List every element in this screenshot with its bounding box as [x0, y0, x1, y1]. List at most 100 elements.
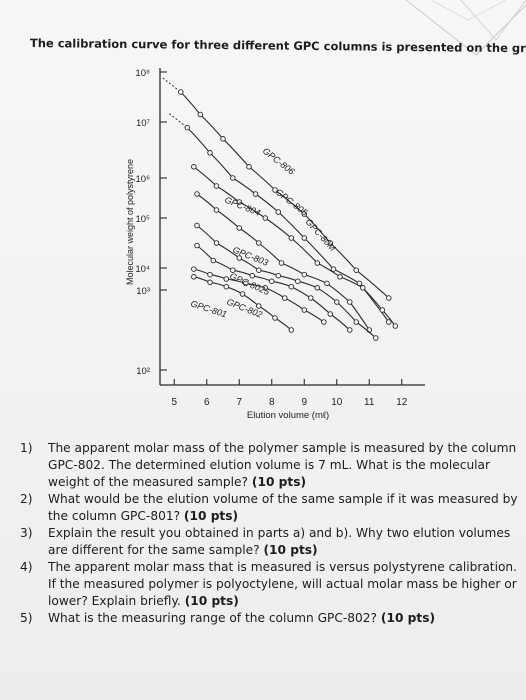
x-axis-title: Elution volume (mℓ)	[247, 410, 329, 421]
data-point	[308, 295, 314, 301]
x-tick-label: 5	[171, 397, 177, 408]
series-gpc-801	[191, 274, 295, 333]
chart-labels: GPC-806GPC-805GPC-80MGPC-804GPC-803GPC-8…	[189, 146, 338, 320]
data-point	[324, 280, 330, 287]
question-item: 1) The apparent molar mass of the polymer…	[20, 440, 520, 491]
data-point	[252, 191, 259, 197]
question-item: 5) What is the measuring range of the col…	[20, 610, 520, 627]
series-gpc-8025	[194, 242, 353, 333]
data-point	[334, 299, 340, 305]
chart-series	[162, 77, 399, 341]
question-item: 2) What would be the elution volume of th…	[20, 491, 520, 525]
question-text: Explain the result you obtained in parts…	[48, 526, 511, 557]
series-gpc-802	[191, 266, 327, 325]
data-point	[301, 211, 308, 217]
x-tick-label: 7	[236, 397, 242, 408]
data-point	[256, 303, 262, 309]
data-point	[197, 111, 204, 118]
data-point	[207, 279, 213, 286]
y-tick-label: 10⁴	[135, 264, 150, 275]
question-item: 3) Explain the result you obtained in par…	[20, 525, 520, 559]
question-number: 5)	[20, 611, 33, 625]
data-point	[272, 187, 278, 193]
data-point	[213, 207, 220, 213]
data-point	[278, 260, 285, 266]
calibration-chart: 10² 10³ 10⁴ 10⁵ 10⁶ 10⁷ 10⁸ 5 6 7 8 9 10 11 12 Elution …	[125, 68, 425, 421]
data-point	[301, 307, 308, 313]
series-label: GPC-801	[189, 298, 228, 319]
question-text: The apparent molar mass of the polymer s…	[48, 441, 517, 489]
series-label: GPC-806	[261, 146, 297, 177]
data-point	[262, 285, 269, 291]
x-tick-label: 6	[204, 397, 210, 408]
question-points: (10 pts)	[380, 611, 436, 625]
question-text: The apparent molar mass that is measured…	[48, 560, 518, 608]
data-point	[337, 274, 343, 280]
data-point	[191, 274, 197, 280]
y-tick-label: 10⁶	[136, 174, 151, 185]
data-point	[243, 280, 249, 287]
data-point	[256, 240, 262, 246]
data-point	[194, 222, 200, 229]
data-point	[379, 307, 386, 313]
question-points: (10 pts)	[183, 509, 239, 523]
y-tick-label: 10²	[136, 366, 150, 377]
data-point	[272, 315, 278, 321]
data-point	[236, 199, 243, 205]
question-text: What would be the elution volume of the …	[48, 492, 518, 523]
data-point	[360, 285, 366, 291]
y-tick-label: 10⁵	[135, 214, 150, 225]
y-tick-label: 10⁷	[136, 118, 151, 129]
series-line	[193, 166, 396, 327]
data-point	[223, 276, 230, 282]
series-line	[186, 127, 390, 323]
data-point	[256, 267, 262, 273]
x-tick-label: 9	[301, 397, 307, 408]
question-number: 3)	[20, 526, 33, 540]
x-tick-label: 10	[331, 397, 343, 408]
data-point	[213, 183, 220, 189]
data-point	[220, 136, 226, 142]
series-label: GPC-80M	[304, 217, 339, 254]
series-lead-dash	[168, 113, 188, 128]
data-point	[194, 242, 200, 249]
data-point	[347, 299, 353, 305]
data-point	[207, 150, 213, 156]
data-point	[178, 89, 184, 95]
data-point	[236, 225, 243, 231]
question-points: (10 pts)	[251, 475, 307, 489]
data-point	[386, 295, 392, 301]
x-tick-label: 11	[364, 397, 375, 408]
data-point	[327, 311, 334, 317]
data-point	[288, 283, 295, 290]
question-text: What is the measuring range of the colum…	[48, 611, 378, 625]
x-tick-label: 8	[269, 397, 275, 408]
data-point	[288, 327, 295, 333]
data-point	[314, 260, 321, 266]
data-point	[230, 267, 236, 273]
data-point	[246, 164, 252, 170]
data-point	[301, 271, 308, 278]
series-lead-dash	[162, 77, 182, 93]
question-item: 4) The apparent molar mass that is measur…	[20, 559, 520, 610]
data-point	[275, 272, 282, 279]
question-points: (10 pts)	[184, 594, 239, 608]
data-point	[213, 240, 220, 246]
data-point	[191, 164, 197, 170]
series-gpc-804	[194, 191, 373, 333]
data-point	[269, 278, 275, 284]
data-point	[353, 267, 360, 273]
series-gpc-806	[162, 77, 392, 301]
y-tick-label: 10³	[136, 286, 150, 297]
data-point	[321, 319, 327, 325]
data-point	[230, 175, 236, 181]
data-point	[386, 319, 392, 325]
data-point	[330, 266, 337, 272]
data-point	[295, 278, 301, 284]
data-point	[275, 209, 282, 215]
data-point	[288, 235, 295, 241]
series-gpc-803	[194, 222, 379, 341]
chart-axes: 10² 10³ 10⁴ 10⁵ 10⁶ 10⁷ 10⁸ 5 6 7 8 9 10 11 12 Elution …	[125, 68, 425, 421]
data-point	[353, 319, 360, 325]
